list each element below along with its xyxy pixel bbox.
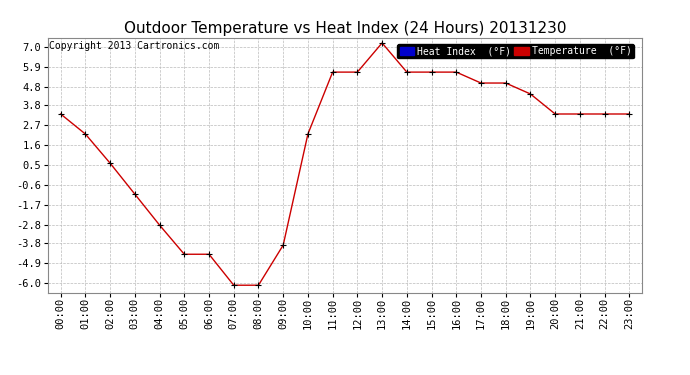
Title: Outdoor Temperature vs Heat Index (24 Hours) 20131230: Outdoor Temperature vs Heat Index (24 Ho…: [124, 21, 566, 36]
Legend: Heat Index  (°F), Temperature  (°F): Heat Index (°F), Temperature (°F): [397, 44, 634, 58]
Text: Copyright 2013 Cartronics.com: Copyright 2013 Cartronics.com: [50, 41, 220, 51]
